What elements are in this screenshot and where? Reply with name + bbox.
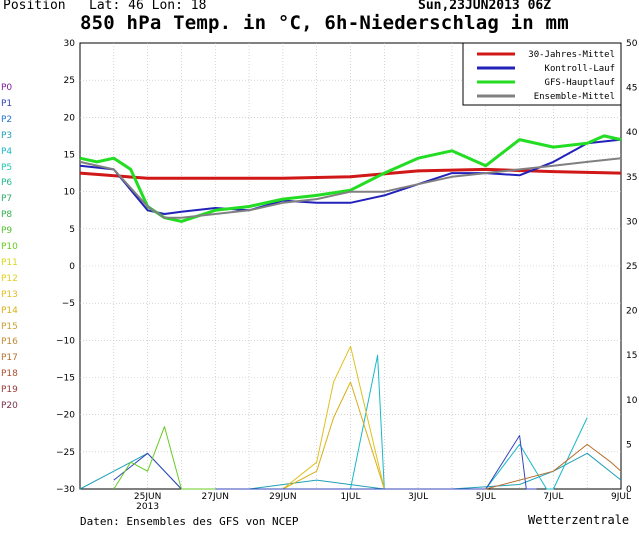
y-right-tick-label: 50 [626,39,638,49]
member-label-p12: P12 [1,273,18,284]
member-label-p20: P20 [1,401,18,411]
x-tick-label: 9JUL [611,492,631,502]
x-tick-label: 27JUN [202,492,229,502]
member-label-p17: P17 [1,353,18,364]
y-left-tick-label: 15 [64,151,75,161]
precip-line-p1 [113,435,537,490]
y-left-tick-label: −25 [56,448,75,458]
y-left-tick-label: −15 [56,374,75,384]
legend-entry-label: Kontroll-Lauf [545,64,615,74]
y-left-tick-label: 25 [64,76,75,86]
y-right-tick-label: 30 [626,217,638,227]
y-left-tick-label: 20 [64,113,76,123]
y-right-tick-label: 10 [626,396,638,406]
x-tick-label: 7JUL [543,492,563,502]
member-label-p8: P8 [1,210,13,221]
x-tick-label: 5JUL [476,492,496,502]
y-right-tick-label: 45 [626,84,637,94]
data-source-label: Daten: Ensembles des GFS von NCEP [80,515,299,528]
y-right-tick-label: 25 [626,262,637,272]
member-label-p1: P1 [1,98,13,109]
member-label-p7: P7 [1,194,13,205]
member-label-p5: P5 [1,162,13,173]
y-right-tick-label: 40 [626,128,638,138]
series-line-gfs-hauptlauf [79,134,622,223]
member-label-p19: P19 [1,385,18,396]
chart-title: 850 hPa Temp. in °C, 6h-Niederschlag in … [80,12,569,34]
position-label: Position [3,0,66,13]
y-left-tick-label: 10 [64,188,76,198]
y-left-tick-label: −10 [56,336,75,346]
member-label-p4: P4 [1,146,13,157]
member-label-p10: P10 [1,242,18,252]
y-left-tick-label: −5 [62,299,75,309]
member-label-p0: P0 [1,83,13,93]
member-label-p18: P18 [1,369,18,380]
y-left-tick-label: 0 [69,262,75,272]
member-label-p6: P6 [1,178,13,189]
x-tick-label: 2013 [136,502,159,512]
member-label-p9: P9 [1,226,13,237]
member-label-p14: P14 [1,305,18,316]
run-date-label: Sun,23JUN2013 06Z [418,0,552,13]
legend-entry-label: Ensemble-Mittel [534,92,615,102]
y-left-tick-label: 30 [64,39,76,49]
legend-entry-label: GFS-Hauptlauf [545,78,615,88]
y-left-tick-label: −20 [56,411,75,421]
y-right-tick-label: 20 [626,307,638,317]
member-label-p3: P3 [1,130,13,141]
member-label-p16: P16 [1,337,18,348]
precip-line-p14 [282,381,385,490]
brand-label: Wetterzentrale [528,513,630,527]
member-label-p13: P13 [1,289,18,300]
precip-line-p17 [485,443,622,490]
member-label-p2: P2 [1,114,13,125]
y-right-tick-label: 5 [626,440,632,450]
precip-line-p3 [79,452,622,490]
legend-entry-label: 30-Jahres-Mittel [528,50,615,60]
x-tick-label: 3JUL [408,492,428,502]
y-left-tick-label: 5 [69,225,75,235]
member-label-p11: P11 [1,257,18,268]
x-tick-label: 25JUN [134,492,161,502]
y-left-tick-label: −30 [56,485,75,495]
y-right-tick-label: 15 [626,351,637,361]
y-right-tick-label: 35 [626,173,637,183]
x-tick-label: 29JUN [269,492,296,502]
precip-line-p10 [113,426,216,490]
lat-lon-label: Lat: 46 Lon: 18 [89,0,207,13]
series-line-ensemble-mittel [79,157,622,219]
x-tick-label: 1JUL [341,492,361,502]
y-right-tick-label: 0 [626,485,632,495]
series-line-kontroll-lauf [79,138,622,215]
member-label-p15: P15 [1,321,18,332]
